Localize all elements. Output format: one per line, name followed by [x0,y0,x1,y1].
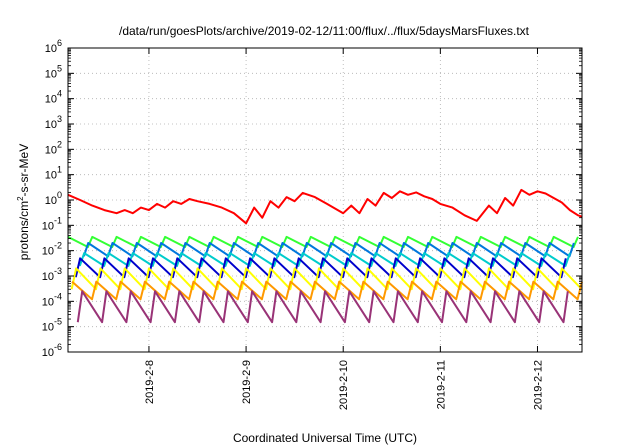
x-tick-label: 2019-2-8 [144,360,156,404]
y-axis-title: protons/cm2-s-sr-MeV [16,144,31,260]
x-axis-title: Coordinated Universal Time (UTC) [233,431,417,445]
grid-lines [68,48,582,352]
y-axis-title-main: protons/cm [17,201,31,260]
y-tick-label: 10-1 [42,215,62,232]
y-tick-label: 102 [45,139,62,156]
series-lines [67,188,583,324]
y-tick-label: 10-3 [42,266,62,283]
series-line-5 [70,267,583,291]
y-axis-title-sup: 2 [16,196,25,201]
series-line-0 [67,188,583,225]
x-axis: 2019-2-8 2019-2-9 2019-2-10 2019-2-11 2019-2… [144,48,544,410]
y-tick-label: 100 [45,190,62,207]
y-tick-label: 106 [45,38,62,55]
x-tick-label: 2019-2-11 [435,360,447,409]
y-tick-label: 104 [45,89,62,106]
x-tick-label: 2019-2-10 [338,360,350,410]
y-tick-label: 10-4 [42,291,62,308]
chart-title: /data/run/goesPlots/archive/2019-02-12/1… [119,24,530,38]
series-line-1 [67,235,579,248]
y-tick-label: 10-2 [42,241,62,258]
series-line-4 [74,257,567,279]
x-tick-label: 2019-2-9 [241,360,253,404]
y-tick-label: 10-6 [42,342,62,359]
y-tick-label: 101 [45,165,62,182]
series-line-7 [76,290,569,324]
x-tick-label: 2019-2-12 [532,360,544,410]
y-tick-label: 10-5 [42,317,62,334]
y-tick-label: 103 [45,114,62,131]
series-line-6 [71,280,583,301]
y-axis-title-rest: -s-sr-MeV [17,144,31,197]
y-axis: 10-6 10-5 10-4 10-3 10-2 10-1 100 101 102 103 104 1… [42,38,582,359]
y-tick-label: 105 [45,63,62,80]
